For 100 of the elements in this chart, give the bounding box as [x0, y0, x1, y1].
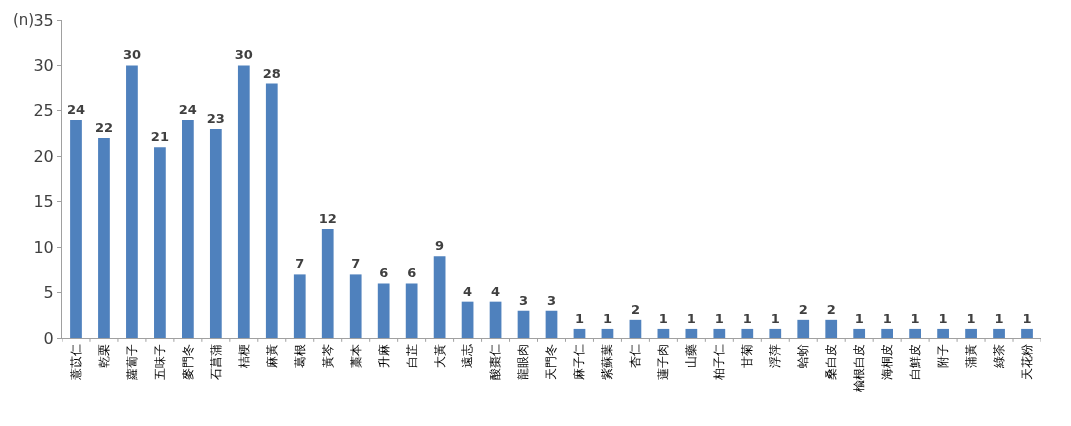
data-label: 1	[714, 310, 724, 326]
bar	[881, 328, 894, 338]
data-label: 3	[519, 292, 529, 308]
y-tick-label: 0	[43, 328, 54, 348]
bar	[965, 328, 977, 338]
bar	[293, 274, 306, 338]
bar	[321, 228, 334, 338]
x-tick-label: 薏苡仁	[68, 343, 83, 380]
data-label: 1	[1022, 310, 1032, 326]
x-tick-label: 麻黃	[264, 343, 279, 368]
x-tick-label: 白芷	[404, 343, 419, 368]
bar	[433, 256, 446, 338]
x-tick-label: 蘿蔔子	[124, 343, 139, 380]
bar	[349, 274, 362, 338]
bar	[489, 301, 502, 338]
x-tick-label: 升麻	[376, 343, 391, 368]
data-label: 28	[262, 65, 281, 81]
bar	[209, 129, 222, 338]
x-tick-label: 黃芩	[320, 343, 335, 368]
data-label: 24	[178, 101, 197, 117]
data-label: 1	[938, 310, 948, 326]
bar	[461, 301, 474, 338]
y-tick-label: 10	[33, 237, 54, 257]
bar	[713, 328, 726, 338]
bar	[154, 147, 166, 338]
data-label: 6	[379, 265, 389, 281]
data-label: 1	[658, 310, 668, 326]
data-label: 1	[882, 310, 892, 326]
x-tick-label: 白鮮皮	[908, 343, 923, 380]
x-tick-label: 蛤蚧	[796, 343, 811, 368]
x-tick-label: 五味子	[152, 343, 167, 380]
bar	[601, 328, 614, 338]
bar	[265, 83, 278, 338]
x-tick-label: 綠茶	[991, 343, 1006, 369]
data-label: 7	[351, 256, 361, 272]
bar	[909, 328, 921, 338]
x-tick-label: 酸棗仁	[488, 343, 503, 380]
x-tick-label: 遠志	[460, 343, 475, 368]
bar	[741, 328, 754, 338]
bar	[937, 328, 949, 338]
x-tick-label: 麥門冬	[180, 343, 195, 380]
x-tick-label: 山藥	[684, 343, 699, 368]
x-tick-label: 桔梗	[236, 343, 251, 369]
y-tick-label: 25	[33, 101, 54, 121]
data-label: 22	[94, 120, 113, 136]
bar	[573, 328, 586, 338]
bar	[237, 65, 250, 338]
data-label: 4	[491, 283, 501, 299]
data-label: 7	[295, 256, 305, 272]
x-tick-label: 桑白皮	[824, 343, 839, 380]
data-label: 2	[798, 301, 808, 317]
bar	[853, 328, 866, 338]
bar	[98, 138, 110, 338]
x-tick-label: 甘菊	[740, 343, 755, 368]
bar	[182, 119, 194, 338]
data-label: 6	[407, 265, 417, 281]
y-tick-label: 20	[33, 146, 54, 166]
x-tick-label: 天花粉	[1019, 343, 1034, 380]
data-label: 1	[574, 310, 584, 326]
bar	[405, 283, 418, 338]
bar	[685, 328, 698, 338]
x-tick-label: 龍眼肉	[516, 343, 531, 380]
y-tick-label: 5	[43, 283, 54, 303]
x-tick-label: 蓮子肉	[656, 343, 671, 380]
bar	[517, 310, 530, 338]
bar	[825, 319, 838, 338]
x-tick-label: 大黃	[432, 343, 447, 368]
data-label: 1	[994, 310, 1004, 326]
bar	[545, 310, 558, 338]
data-label: 1	[770, 310, 780, 326]
x-tick-label: 葛根	[292, 343, 307, 368]
bar	[1021, 328, 1033, 338]
bar	[657, 328, 670, 338]
data-label: 23	[206, 111, 225, 127]
x-tick-label: 楡根白皮	[852, 343, 867, 392]
data-label: 9	[435, 238, 445, 254]
x-tick-label: 海桐皮	[880, 343, 895, 380]
bar	[629, 319, 642, 338]
bar	[993, 328, 1005, 338]
data-label: 1	[966, 310, 976, 326]
data-label: 1	[854, 310, 864, 326]
x-tick-label: 杏仁	[628, 343, 643, 368]
data-label: 30	[122, 47, 141, 63]
x-tick-label: 藁本	[348, 343, 363, 368]
x-tick-label: 浮萍	[768, 343, 783, 368]
data-label: 1	[910, 310, 920, 326]
x-tick-label: 柏子仁	[712, 343, 727, 381]
data-label: 3	[546, 292, 557, 308]
data-label: 1	[686, 310, 696, 326]
x-tick-label: 石菖蒲	[208, 343, 223, 380]
data-label: 30	[234, 47, 253, 63]
data-label: 12	[318, 210, 337, 226]
data-label: 1	[742, 310, 752, 326]
y-tick-label: 35	[33, 10, 54, 30]
data-label: 21	[150, 129, 169, 145]
x-tick-label: 乾栗	[96, 343, 111, 368]
data-label: 4	[463, 283, 473, 299]
bar	[126, 65, 138, 338]
x-tick-label: 附子	[936, 343, 950, 368]
bar	[70, 119, 82, 338]
